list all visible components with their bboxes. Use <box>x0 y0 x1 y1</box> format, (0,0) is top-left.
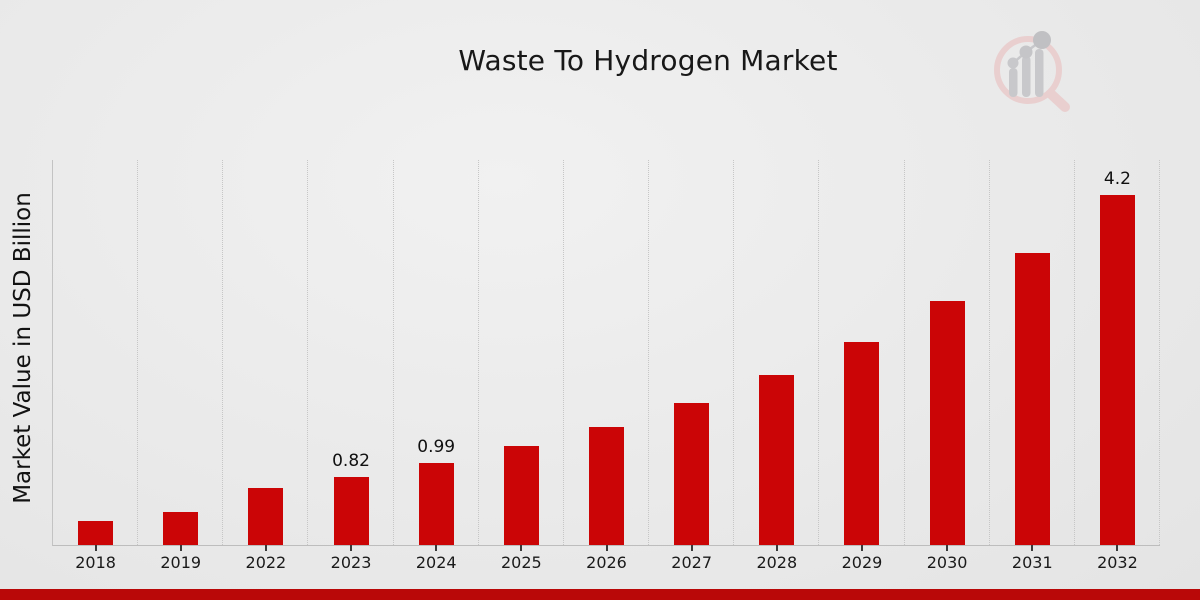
x-tick-mark <box>860 545 863 551</box>
x-tick-mark <box>520 545 523 551</box>
x-tick-label: 2018 <box>75 553 116 572</box>
bar <box>248 488 284 545</box>
x-tick-label: 2025 <box>500 553 542 572</box>
x-tick-mark <box>435 545 438 551</box>
gridline <box>648 160 650 545</box>
bar <box>418 462 454 545</box>
x-tick-label: 2029 <box>841 553 883 572</box>
bar <box>78 520 114 545</box>
x-tick-label: 2023 <box>330 553 372 572</box>
x-tick-mark <box>1031 545 1034 551</box>
x-tick-mark <box>1116 545 1119 551</box>
y-axis-label: Market Value in USD Billion <box>10 192 36 504</box>
magnifier-bar-chart-logo <box>994 31 1070 112</box>
bar-value-label: 0.99 <box>417 436 456 457</box>
gridline <box>818 160 820 545</box>
x-tick-label: 2019 <box>160 553 202 572</box>
magnifier-icon <box>994 36 1070 112</box>
bar-value-label: 4.2 <box>1103 169 1131 189</box>
x-tick-label: 2032 <box>1097 553 1138 572</box>
gridline <box>392 160 394 545</box>
gridline <box>733 160 735 545</box>
gridline <box>1073 160 1075 545</box>
bar <box>1099 195 1135 545</box>
x-tick-label: 2022 <box>245 553 287 572</box>
x-tick-mark <box>264 545 267 551</box>
x-tick-label: 2031 <box>1011 553 1053 572</box>
gridline <box>562 160 564 545</box>
x-tick-label: 2027 <box>671 553 712 572</box>
bar <box>589 426 624 545</box>
bar <box>929 300 965 545</box>
x-tick-mark <box>690 545 693 551</box>
x-tick-mark <box>605 545 608 551</box>
x-tick-mark <box>179 545 182 551</box>
x-tick-mark <box>775 545 778 551</box>
bar <box>1014 252 1050 545</box>
gridline <box>477 160 479 545</box>
chart-title: Waste To Hydrogen Market <box>458 44 838 77</box>
bar <box>333 476 369 545</box>
gridline <box>307 160 309 545</box>
growth-bars-icon <box>1007 31 1051 97</box>
gridline <box>903 160 905 545</box>
bar-value-label: 0.82 <box>332 450 370 471</box>
gridline <box>1159 160 1160 545</box>
bar <box>674 403 710 545</box>
x-tick-label: 2028 <box>756 553 798 572</box>
bar <box>163 511 199 545</box>
gridline <box>137 160 139 545</box>
x-tick-mark <box>350 545 353 551</box>
bar <box>759 375 795 545</box>
x-tick-mark <box>946 545 949 551</box>
x-tick-label: 2026 <box>586 553 627 572</box>
plot-area: 2018 2019 2022 0.82 2023 0.99 2024 2025 2026 2027… <box>52 160 1160 572</box>
gridline <box>988 160 990 545</box>
x-tick-mark <box>94 545 97 551</box>
footer-band <box>0 589 1200 600</box>
gridline <box>222 160 224 545</box>
bar <box>844 341 880 545</box>
x-tick-label: 2024 <box>415 553 457 572</box>
x-tick-label: 2030 <box>926 553 968 572</box>
bar <box>503 445 539 545</box>
